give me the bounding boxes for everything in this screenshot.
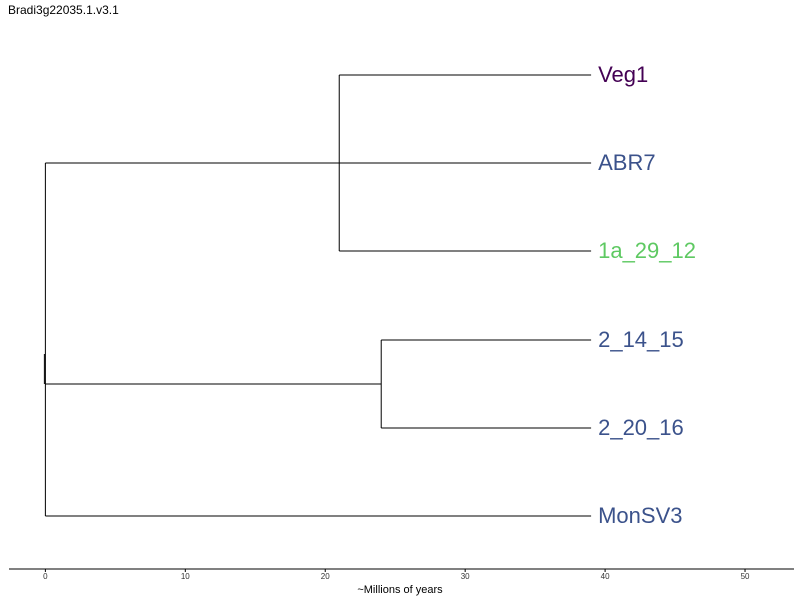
page-title: Bradi3g22035.1.v3.1 [8, 3, 119, 17]
tip-label: 2_20_16 [598, 415, 684, 440]
axis-tick-label: 40 [601, 572, 610, 581]
time-axis: 0 10 20 30 40 50 ~Millions of years [9, 568, 794, 596]
tip-label: Veg1 [598, 62, 648, 87]
tip-label: MonSV3 [598, 503, 682, 528]
axis-tick-label: 0 [43, 572, 48, 581]
tip-label: ABR7 [598, 150, 655, 175]
axis-label: ~Millions of years [357, 584, 443, 596]
axis-tick-label: 50 [741, 572, 750, 581]
axis-ticks: 0 10 20 30 40 50 [43, 569, 750, 581]
tree-branches [43, 74, 592, 517]
axis-tick-label: 30 [461, 572, 470, 581]
axis-tick-label: 20 [321, 572, 330, 581]
tree-tip-labels: Veg1 ABR7 1a_29_12 2_14_15 2_20_16 MonSV3 [598, 62, 696, 528]
axis-tick-label: 10 [181, 572, 190, 581]
tip-label: 2_14_15 [598, 327, 684, 352]
tip-label: 1a_29_12 [598, 238, 696, 263]
